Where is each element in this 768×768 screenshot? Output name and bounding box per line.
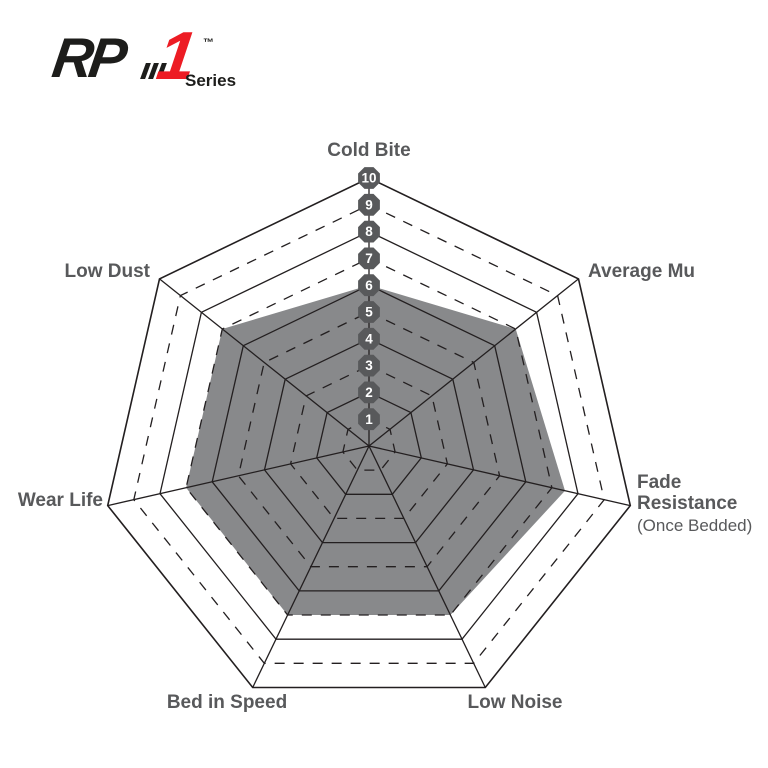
scale-badge-1 bbox=[358, 408, 380, 431]
rp1-logo: RP 1 ™ Series bbox=[49, 18, 273, 97]
scale-badge-label: 2 bbox=[365, 385, 373, 400]
axis-line-5 bbox=[107, 445, 370, 507]
scale-badge-7 bbox=[358, 247, 380, 270]
grid-ring-4 bbox=[263, 338, 475, 544]
axis-label-fade-note: (Once Bedded) bbox=[637, 516, 753, 535]
axis-label-cold-bite: Cold Bite bbox=[327, 140, 411, 161]
scale-badge-label: 7 bbox=[365, 251, 373, 266]
axis-label-fade-resistance: Fade Resistance (Once Bedded) bbox=[637, 472, 757, 536]
logo-series-text: Series bbox=[185, 71, 237, 90]
scale-badge-label: 6 bbox=[365, 278, 373, 293]
scale-badge-label: 1 bbox=[365, 412, 373, 427]
grid-ring-9 bbox=[133, 204, 605, 664]
scale-badge-6 bbox=[358, 274, 380, 297]
scale-badge-3 bbox=[358, 354, 380, 377]
axis-line-1 bbox=[368, 278, 579, 447]
grid-ring-1 bbox=[342, 418, 396, 471]
axis-label-average-mu: Average Mu bbox=[588, 261, 695, 282]
scale-badge-label: 9 bbox=[365, 197, 373, 212]
axis-line-6 bbox=[159, 278, 370, 447]
scale-badge-4 bbox=[358, 327, 380, 350]
grid-ring-2 bbox=[315, 391, 423, 495]
axis-label-wear-life: Wear Life bbox=[17, 490, 103, 511]
axis-label-fade-text: Fade Resistance bbox=[637, 472, 738, 514]
grid-ring-5 bbox=[237, 311, 501, 568]
scale-badge-label: 3 bbox=[365, 358, 373, 373]
grid-ring-8 bbox=[159, 230, 579, 640]
scale-badge-9 bbox=[358, 193, 380, 216]
axis-line-2 bbox=[368, 445, 631, 507]
axis-line-4 bbox=[252, 445, 370, 688]
axis-label-bed-in-speed: Bed in Speed bbox=[166, 692, 288, 713]
scale-badge-label: 5 bbox=[365, 305, 373, 320]
scale-badge-label: 8 bbox=[365, 224, 373, 239]
data-polygon bbox=[186, 285, 565, 615]
scale-badge-2 bbox=[358, 381, 380, 404]
scale-badge-label: 4 bbox=[365, 331, 373, 346]
grid-ring-6 bbox=[211, 284, 527, 592]
grid-ring-3 bbox=[289, 364, 449, 520]
grid-ring-10 bbox=[106, 177, 632, 689]
scale-badge-5 bbox=[358, 301, 380, 323]
scale-badge-label: 10 bbox=[361, 171, 376, 186]
axis-label-low-noise: Low Noise bbox=[467, 692, 563, 713]
scale-badge-8 bbox=[358, 220, 380, 243]
axis-line-3 bbox=[368, 445, 486, 688]
axis-label-low-dust: Low Dust bbox=[64, 261, 151, 282]
trademark-symbol: ™ bbox=[203, 37, 214, 49]
scale-badge-10 bbox=[358, 167, 380, 189]
